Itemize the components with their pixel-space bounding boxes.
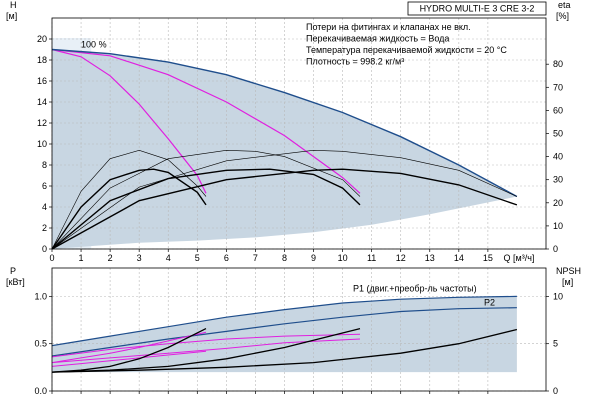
x-tick-label: 10 xyxy=(338,253,348,263)
y-axis-unit: [м] xyxy=(6,11,17,21)
y-tick-label: 20 xyxy=(37,34,47,44)
x-tick-label: 5 xyxy=(195,253,200,263)
y-tick-label: 2 xyxy=(42,223,47,233)
annotation-line: Температура перекачиваемой жидкости = 20… xyxy=(306,45,507,55)
series-line-head xyxy=(51,168,207,250)
series-line-head xyxy=(51,168,361,250)
lower-panel: 0.0 0.5 1.0 0 5 10 P[кВт] NPSH[м] P1 (двиг.+прео… xyxy=(6,266,581,396)
annotation-line: Плотность = 998.2 кг/м³ xyxy=(306,57,404,67)
series-line-pump xyxy=(51,48,361,194)
series-line-pump xyxy=(51,48,518,198)
y2-tick-label: 70 xyxy=(553,82,563,92)
y-tick-label: 1.0 xyxy=(34,291,47,301)
p-axis-title: P xyxy=(10,266,16,276)
x-tick-label: 7 xyxy=(253,253,258,263)
x-tick-label: 3 xyxy=(137,253,142,263)
y2-tick-label: 10 xyxy=(553,221,563,231)
annotation-line: Потери на фитингах и клапанах не вкл. xyxy=(306,22,471,32)
x-tick-label: 1 xyxy=(79,253,84,263)
x-tick-label: 0 xyxy=(49,253,54,263)
y2-tick-label: 60 xyxy=(553,105,563,115)
y-axis-title: H xyxy=(10,0,17,10)
y2-tick-label: 80 xyxy=(553,59,563,69)
x-tick-label: 4 xyxy=(166,253,171,263)
series-line-pump xyxy=(51,350,207,367)
y2-tick-label: 10 xyxy=(553,291,563,301)
x-axis-title: Q [м³/ч] xyxy=(504,253,535,263)
chart-title: HYDRO MULTI-E 3 CRE 3-2 xyxy=(420,4,535,14)
x-tick-label: 11 xyxy=(367,253,376,263)
y2-tick-label: 0 xyxy=(553,386,558,396)
y-tick-label: 10 xyxy=(37,139,47,149)
series-line-head xyxy=(51,168,518,250)
y-tick-label: 18 xyxy=(37,55,47,65)
p-axis-unit: [кВт] xyxy=(6,277,25,287)
series-line-envelope_edge xyxy=(51,307,517,357)
y2-tick-label: 50 xyxy=(553,129,563,139)
series-line-pump xyxy=(51,333,361,358)
npsh-axis-unit: [м] xyxy=(562,277,573,287)
speed-label: 100 % xyxy=(81,39,107,49)
y2-axis-title: eta xyxy=(558,0,571,10)
y-tick-label: 8 xyxy=(42,160,47,170)
x-tick-label: 8 xyxy=(282,253,287,263)
x-tick-label: 12 xyxy=(396,253,406,263)
y2-tick-label: 20 xyxy=(553,198,563,208)
x-tick-label: 9 xyxy=(311,253,316,263)
y-tick-label: 6 xyxy=(42,181,47,191)
series-line-eta xyxy=(51,149,361,250)
lower-frame xyxy=(51,267,547,392)
p1-label: P1 (двиг.+преобр-ль частоты) xyxy=(353,284,477,294)
y-tick-label: 0 xyxy=(42,244,47,254)
series-line-pump xyxy=(51,338,361,364)
p2-label: P2 xyxy=(484,298,495,308)
y-tick-label: 4 xyxy=(42,202,47,212)
y2-axis-unit: [%] xyxy=(556,11,569,21)
series-line-pump xyxy=(51,48,207,194)
y-tick-label: 14 xyxy=(37,97,47,107)
series-line-npsh xyxy=(51,328,518,373)
x-tick-label: 2 xyxy=(108,253,113,263)
x-tick-label: 15 xyxy=(483,253,493,263)
y-tick-label: 12 xyxy=(37,118,47,128)
series-line-envelope_edge xyxy=(51,295,517,347)
x-tick-label: 14 xyxy=(454,253,464,263)
series-line-pump xyxy=(51,331,207,364)
x-tick-label: 6 xyxy=(224,253,229,263)
y-tick-label: 0.5 xyxy=(34,339,47,349)
y2-tick-label: 5 xyxy=(553,339,558,349)
y2-tick-label: 40 xyxy=(553,152,563,162)
x-tick-label: 13 xyxy=(425,253,435,263)
annotation-line: Перекачиваемая жидкость = Вода xyxy=(306,34,449,44)
y2-tick-label: 30 xyxy=(553,175,563,185)
y-tick-label: 16 xyxy=(37,76,47,86)
npsh-axis-title: NPSH xyxy=(556,266,581,276)
upper-panel: 0 1 2 3 4 5 6 7 8 9 10 11 12 13 14 15024681012141618200… xyxy=(6,0,571,263)
series-line-npsh xyxy=(51,328,207,373)
title-box xyxy=(407,1,547,16)
series-line-eta xyxy=(51,149,518,250)
y-tick-label: 0.0 xyxy=(34,386,47,396)
y2-tick-label: 0 xyxy=(553,244,558,254)
